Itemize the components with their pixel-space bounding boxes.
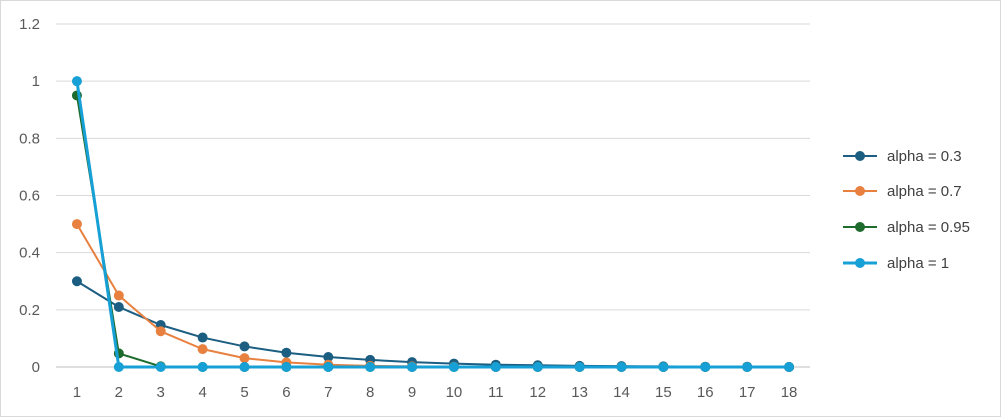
series-group [71,76,795,372]
y-tick-label: 1 [32,73,40,90]
series-line [76,223,790,368]
x-tick-label: 12 [529,384,546,401]
gridlines [56,23,810,368]
legend-label: alpha = 0.7 [887,183,962,200]
data-point [323,351,334,362]
x-tick-label: 14 [613,384,630,401]
data-point [113,362,124,372]
legend-marker [855,222,865,232]
data-point [742,362,753,372]
data-point [71,276,82,287]
x-tick-label: 7 [324,384,332,401]
x-tick-label: 8 [366,384,374,401]
y-tick-label: 0 [32,359,40,376]
data-point [532,362,543,372]
series-line [75,95,790,368]
legend-label: alpha = 0.3 [887,148,962,165]
x-tick-label: 9 [408,384,416,401]
series-line [75,80,790,369]
series-2 [71,90,795,372]
data-point [113,301,124,312]
y-tick-label: 0.8 [19,130,40,147]
legend-item: alpha = 1 [843,255,949,272]
x-tick-label: 10 [446,384,463,401]
y-tick-label: 0.4 [19,245,40,262]
x-tick-label: 18 [781,384,798,401]
x-tick-label: 16 [697,384,714,401]
series-1 [71,219,795,372]
data-point [365,362,376,372]
legend: alpha = 0.3 alpha = 0.7 alpha = 0.95 alpha … [843,148,970,272]
data-point [239,341,250,352]
x-tick-label: 17 [739,384,756,401]
data-point [448,362,459,372]
y-tick-label: 0.2 [19,302,40,319]
data-point [239,353,250,364]
data-point [197,344,208,355]
legend-item: alpha = 0.95 [843,219,970,236]
data-point [490,362,501,372]
x-tick-label: 6 [282,384,290,401]
data-point [71,219,82,230]
data-point [323,362,334,372]
series-3 [71,76,795,372]
legend-label: alpha = 0.95 [887,219,970,236]
data-point [281,347,292,358]
x-tick-label: 2 [115,384,123,401]
legend-label: alpha = 1 [887,255,949,272]
series-0 [71,276,795,372]
x-tick-label: 13 [571,384,588,401]
x-tick-label: 4 [198,384,206,401]
data-point [700,362,711,372]
legend-marker [855,186,865,196]
legend-marker [855,151,865,161]
legend-marker [855,258,865,268]
x-axis-ticks: 1 2 3 4 5 6 7 8 9 10 11 12 13 14 15 16 17 18 [73,384,798,401]
legend-item: alpha = 0.3 [843,148,962,165]
x-tick-label: 15 [655,384,672,401]
x-tick-label: 1 [73,384,81,401]
data-point [574,362,585,372]
series-line [76,280,790,368]
data-point [784,362,795,372]
data-point [155,362,166,372]
x-tick-label: 3 [157,384,165,401]
data-point [239,362,250,372]
x-tick-label: 5 [240,384,248,401]
data-point [197,362,208,372]
y-tick-label: 0.6 [19,188,40,205]
data-point [155,326,166,337]
data-point [71,76,82,87]
data-point [407,362,418,372]
data-point [658,362,669,372]
data-point [281,362,292,372]
y-tick-label: 1.2 [19,16,40,33]
data-point [113,290,124,301]
x-tick-label: 11 [488,384,504,401]
y-axis-ticks: 0 0.2 0.4 0.6 0.8 1 1.2 [19,16,40,376]
data-point [616,362,627,372]
legend-item: alpha = 0.7 [843,183,962,200]
data-point [197,332,208,343]
